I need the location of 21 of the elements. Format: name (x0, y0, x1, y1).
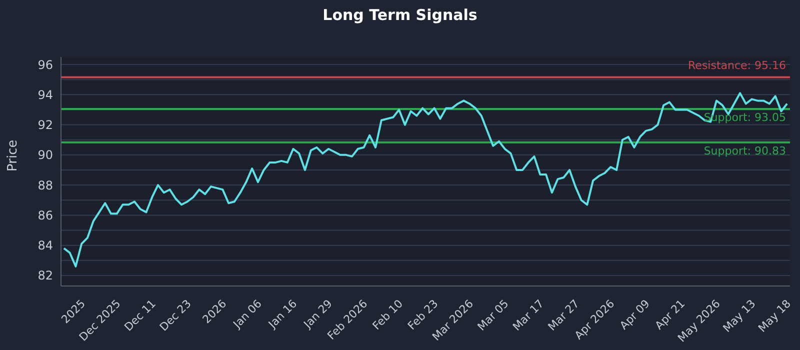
y-tick-label: 88 (38, 178, 53, 192)
x-tick-label: Apr 09 (617, 297, 652, 332)
ref-line-label: Resistance: 95.16 (688, 59, 786, 72)
x-tick-label: Jan 06 (230, 297, 264, 332)
y-tick-label: 82 (38, 268, 53, 283)
y-tick-label: 92 (38, 118, 53, 132)
ref-line-label: Support: 90.83 (704, 144, 786, 158)
y-tick-label: 90 (38, 148, 53, 162)
line-series (62, 92, 788, 268)
x-tick-label: Jan 16 (265, 297, 300, 332)
y-tick-label: 86 (38, 208, 53, 222)
y-tick-label: 94 (38, 88, 53, 102)
x-tick-label: Dec 23 (157, 297, 194, 334)
y-tick-label: 84 (38, 238, 53, 253)
x-tick-label: Mar 17 (510, 297, 547, 334)
y-axis-title: Price (6, 140, 21, 172)
x-tick-label: Feb 10 (370, 297, 406, 333)
x-tick-label: Dec 11 (122, 297, 158, 334)
x-tick-label: Mar 05 (474, 297, 512, 334)
y-tick-label: 96 (38, 58, 53, 72)
chart-title: Long Term Signals (322, 6, 478, 24)
